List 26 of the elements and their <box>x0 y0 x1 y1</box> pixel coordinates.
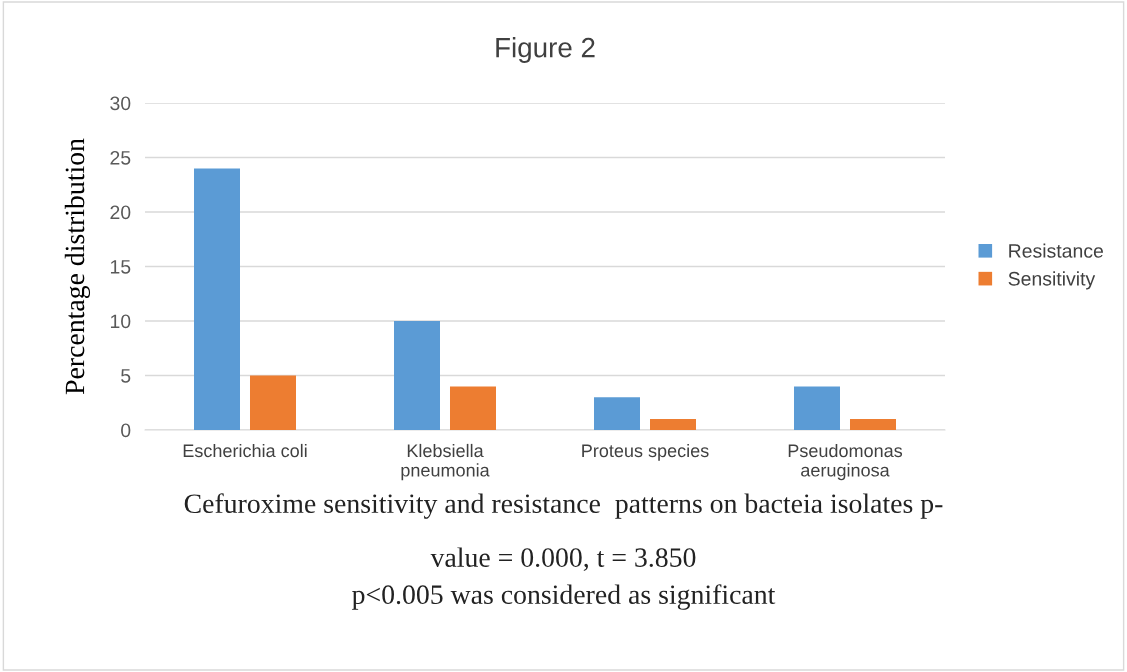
y-tick-label: 0 <box>121 423 131 438</box>
bar <box>194 168 240 430</box>
bar <box>394 321 440 430</box>
bar <box>594 397 640 430</box>
text: value = 0.000, t = 3.850 <box>430 547 696 571</box>
bar <box>794 386 840 430</box>
y-tick-label: 10 <box>110 314 131 329</box>
x-tick-label: Proteus species <box>582 443 709 461</box>
bar <box>850 419 896 430</box>
y-axis-title: Percentage distribution <box>64 138 91 395</box>
y-tick-label: 5 <box>121 369 131 383</box>
y-tick-label: 25 <box>110 150 131 165</box>
y-tick-label: 15 <box>110 260 131 274</box>
bar <box>650 419 696 430</box>
chart-title: Figure 2 <box>496 37 595 63</box>
legend-label: Sensitivity <box>1008 271 1096 290</box>
text: Cefuroxime sensitivity and resistance patterns on bacteia isolates p- <box>184 493 943 519</box>
y-tick-label: 20 <box>110 205 131 220</box>
x-tick-label: Escherichia coli <box>183 443 307 458</box>
bar <box>450 386 496 430</box>
legend-label: Resistance <box>1009 243 1103 258</box>
y-tick-label: 30 <box>110 96 131 111</box>
bar <box>250 375 296 430</box>
x-tick-label: Pseudomonas aeruginosa <box>788 443 903 481</box>
text: p<0.005 was considered as significant <box>352 584 776 610</box>
x-tick-label: Klebsiella pneumonia <box>401 443 490 481</box>
